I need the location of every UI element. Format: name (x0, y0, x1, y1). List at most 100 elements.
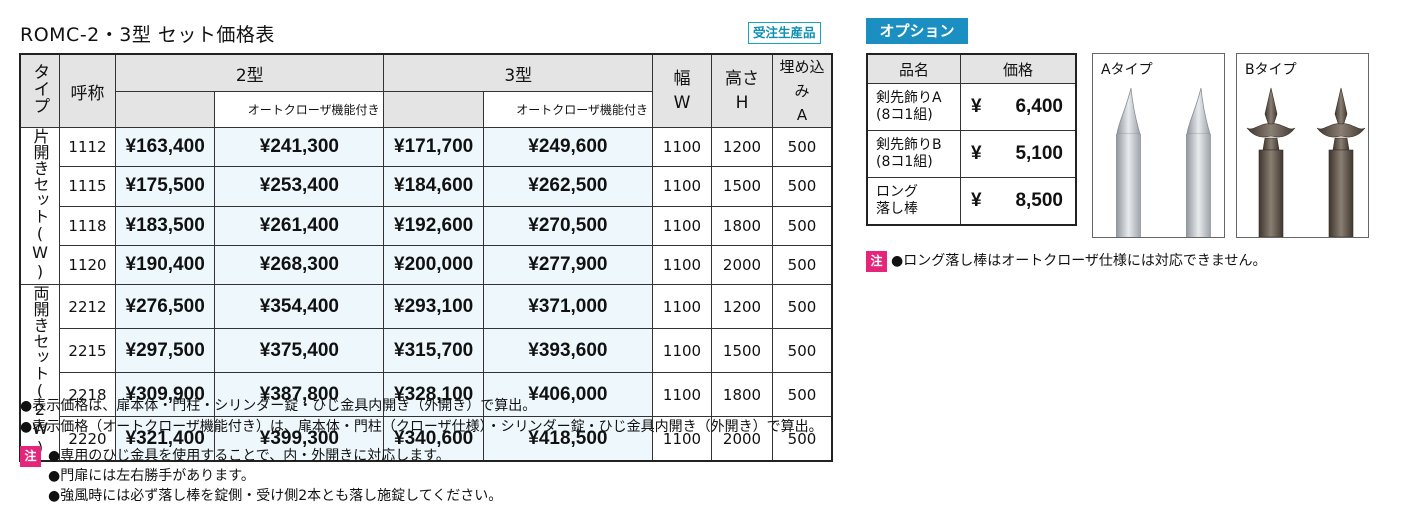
option-price-cell: 5,100 ¥ (960, 130, 1077, 178)
table-row: 2220 ¥321,400 ¥399,300 ¥340,600 ¥418,500 1100… (20, 416, 833, 462)
cell-code: 2220 (59, 416, 116, 462)
cell-width: 1100 (652, 416, 712, 462)
cell-height: 1800 (711, 372, 773, 418)
cell-price-2-auto: ¥399,300 (214, 416, 385, 462)
cell-price-2-auto: ¥387,800 (214, 372, 385, 418)
yen-sign: ¥ (971, 143, 982, 164)
header-model2-std (114, 91, 216, 128)
row-group-type-label: 片開きセット(W) (30, 128, 50, 281)
option-price: 8,500 (1015, 190, 1063, 211)
page-title: ROMC-2・3型 セット価格表 (20, 24, 275, 46)
options-col-price: 価格 (960, 53, 1077, 84)
option-row: 剣先飾りB (8コ1組) 5,100 ¥ (866, 130, 1077, 178)
header-code: 呼称 (59, 53, 116, 128)
cell-height: 1800 (711, 205, 773, 246)
cell-price-3-auto: ¥393,600 (482, 328, 654, 374)
cell-price-2: ¥309,900 (114, 372, 216, 418)
cell-code: 1112 (59, 126, 116, 168)
spear-finial-a-icon (1116, 87, 1211, 237)
cell-code: 1120 (59, 244, 116, 286)
cell-price-2-auto: ¥354,400 (214, 283, 385, 330)
option-price-cell: 6,400 ¥ (960, 83, 1077, 131)
price-table: タイプ 呼称 2型 3型 幅 W 高さ H 埋め込み A オートクローザ機能付き… (19, 53, 833, 462)
option-row: ロング 落し棒 8,500 ¥ (866, 177, 1077, 226)
header-model2: 2型 (114, 53, 385, 93)
cell-height: 2000 (711, 244, 773, 286)
header-embed: 埋め込み A (772, 53, 833, 128)
type-a-label: Aタイプ (1101, 62, 1153, 78)
cell-code: 2218 (59, 372, 116, 418)
header-width: 幅 W (652, 53, 712, 128)
cell-price-2: ¥175,500 (114, 166, 216, 207)
header-height: 高さ H (711, 53, 773, 128)
header-type-label: タイプ (29, 63, 50, 114)
options-caution-text: ●ロング落し棒はオートクローザ仕様には対応できません。 (891, 253, 1267, 269)
option-name: 剣先飾りA (8コ1組) (866, 83, 961, 131)
table-row: 1118 ¥183,500 ¥261,400 ¥192,600 ¥270,500 1100… (20, 205, 833, 246)
option-price-cell: 8,500 ¥ (960, 177, 1077, 226)
table-row: 両開きセット(2W) 2212 ¥276,500 ¥354,400 ¥293,100 ¥3… (19, 283, 833, 462)
options-caution-mark: 注 (866, 250, 887, 272)
cell-price-3-auto: ¥277,900 (482, 244, 654, 286)
option-name: 剣先飾りB (8コ1組) (866, 130, 961, 178)
header-model2-auto: オートクローザ機能付き (214, 91, 385, 128)
header-model3-auto: オートクローザ機能付き (482, 91, 654, 128)
header-model3-std (383, 91, 484, 128)
cell-embed: 500 (772, 244, 833, 286)
table-row: 片開きセット(W) 1112 ¥163,400 ¥241,300 ¥171,700 ¥24… (19, 126, 833, 285)
cell-code: 1118 (59, 205, 116, 246)
cell-price-2-auto: ¥253,400 (214, 166, 385, 207)
yen-sign: ¥ (971, 190, 982, 211)
cell-embed: 500 (772, 416, 833, 462)
option-price: 6,400 (1015, 96, 1063, 117)
cell-height: 1200 (711, 283, 773, 330)
cell-price-3: ¥192,600 (383, 205, 484, 246)
options-caution: 注 ●ロング落し棒はオートクローザ仕様には対応できません。 (866, 250, 1267, 272)
type-b-label: Bタイプ (1245, 62, 1297, 78)
cell-price-3: ¥340,600 (383, 416, 484, 462)
cell-price-2: ¥163,400 (114, 126, 216, 168)
spear-finial-b-icon (1246, 87, 1366, 237)
caution-notes: 注 ●専用のひじ金具を使用することで、内・外開きに対応します。 ●門扉には左右勝… (20, 446, 502, 506)
cell-price-2-auto: ¥268,300 (214, 244, 385, 286)
table-row: 2218 ¥309,900 ¥387,800 ¥328,100 ¥406,000 1100… (20, 372, 833, 418)
option-price: 5,100 (1015, 143, 1063, 164)
cell-code: 2212 (59, 283, 116, 330)
cell-embed: 500 (772, 372, 833, 418)
caution-line-1: ●専用のひじ金具を使用することで、内・外開きに対応します。 (48, 448, 450, 464)
caution-mark: 注 (20, 446, 41, 467)
cell-price-3-auto: ¥406,000 (482, 372, 654, 418)
cell-price-2: ¥183,500 (114, 205, 216, 246)
caution-line-3: ●強風時には必ず落し棒を錠側・受け側2本とも落し施錠してください。 (48, 488, 503, 504)
type-a-image: Aタイプ (1092, 53, 1225, 238)
cell-price-3-auto: ¥418,500 (482, 416, 654, 462)
cell-width: 1100 (652, 205, 712, 246)
cell-price-3: ¥200,000 (383, 244, 484, 286)
cell-height: 1200 (711, 126, 773, 168)
cell-width: 1100 (652, 126, 712, 168)
cell-price-3: ¥293,100 (383, 283, 484, 330)
header-type: タイプ (19, 53, 60, 128)
cell-price-3-auto: ¥371,000 (482, 283, 654, 330)
options-col-name: 品名 (866, 53, 961, 84)
cell-price-2-auto: ¥241,300 (214, 126, 385, 168)
cell-code: 2215 (59, 328, 116, 374)
cell-price-3-auto: ¥270,500 (482, 205, 654, 246)
row-group-type: 片開きセット(W) (19, 127, 60, 285)
cell-embed: 500 (772, 166, 833, 207)
cell-embed: 500 (772, 283, 833, 330)
table-row: 1120 ¥190,400 ¥268,300 ¥200,000 ¥277,900 1100… (20, 244, 833, 286)
cell-height: 2000 (711, 416, 773, 462)
cell-price-2: ¥297,500 (114, 328, 216, 374)
cell-price-3-auto: ¥249,600 (482, 126, 654, 168)
cell-price-3: ¥315,700 (383, 328, 484, 374)
cell-embed: 500 (772, 126, 833, 168)
cell-price-2-auto: ¥375,400 (214, 328, 385, 374)
cell-price-2-auto: ¥261,400 (214, 205, 385, 246)
cell-embed: 500 (772, 205, 833, 246)
cell-price-3-auto: ¥262,500 (482, 166, 654, 207)
options-table: 品名 価格 剣先飾りA (8コ1組) 6,400 ¥ 剣先飾りB (8コ1組) 5… (866, 53, 1077, 226)
caution-line-2: ●門扉には左右勝手があります。 (48, 468, 255, 484)
cell-price-2: ¥276,500 (114, 283, 216, 330)
made-to-order-badge: 受注生産品 (748, 22, 821, 44)
